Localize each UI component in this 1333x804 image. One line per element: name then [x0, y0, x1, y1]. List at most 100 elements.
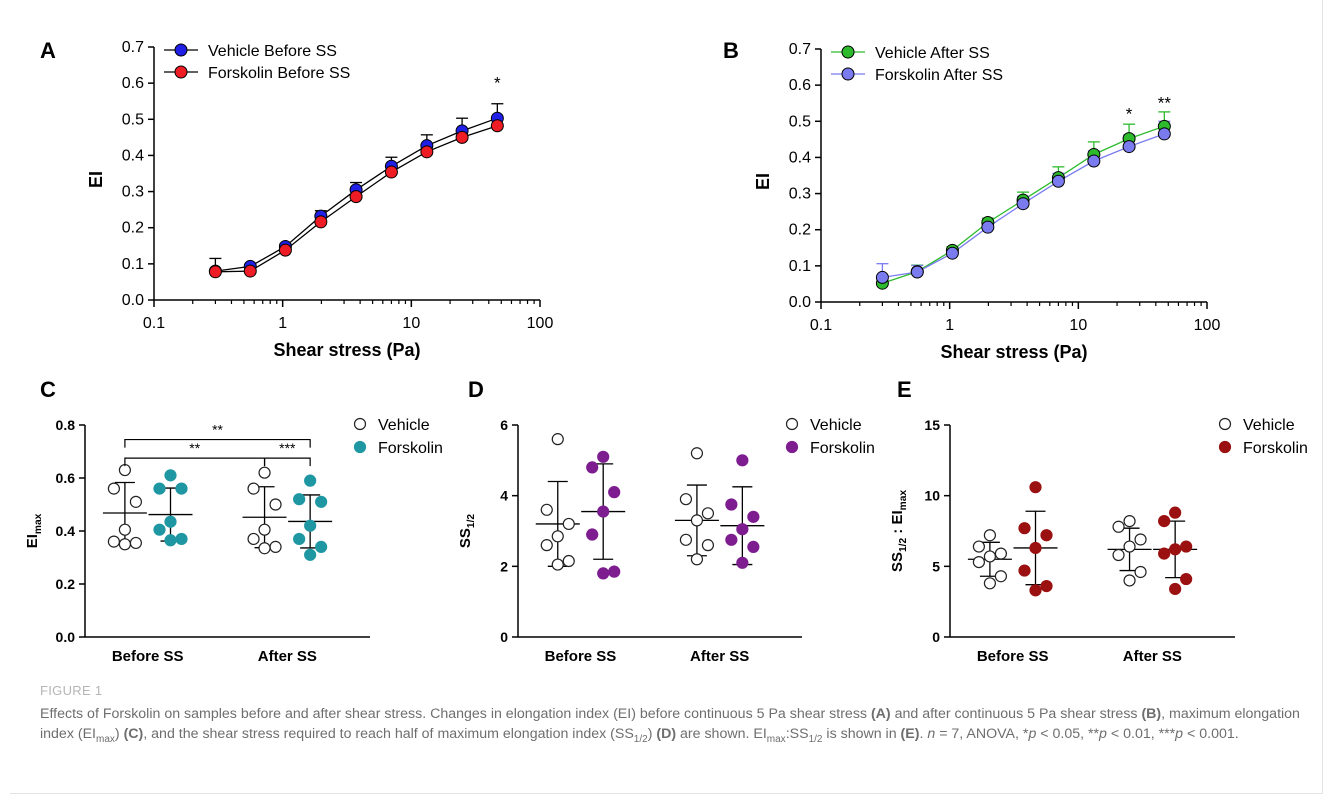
data-point — [1134, 565, 1147, 579]
y-tick-label: 0.2 — [789, 222, 811, 239]
caption-segment: (B) — [1141, 706, 1162, 722]
panel-letter: A — [40, 38, 56, 63]
data-point — [1169, 582, 1182, 596]
caption-segment: = 7, ANOVA, * — [935, 726, 1029, 742]
significance-stars: ** — [189, 440, 200, 456]
data-point — [118, 523, 132, 536]
legend-label: Vehicle Before SS — [208, 43, 337, 60]
data-point — [314, 215, 328, 229]
data-point — [551, 433, 564, 446]
data-point — [304, 519, 317, 532]
data-point — [107, 535, 121, 548]
data-point — [258, 523, 271, 536]
y-tick-label: 0.0 — [122, 292, 144, 309]
legend-marker — [174, 43, 188, 57]
legend-label: Vehicle — [810, 417, 862, 434]
caption-segment: and after continuous 5 Pa shear stress — [890, 706, 1142, 722]
data-point — [278, 243, 292, 257]
data-point — [118, 463, 132, 477]
significance-bracket — [124, 457, 266, 467]
caption-segment: (D) — [656, 726, 677, 742]
data-point — [1123, 540, 1136, 553]
data-point — [349, 190, 363, 204]
data-point — [420, 145, 434, 159]
y-tick-label: 0.4 — [789, 149, 811, 166]
data-point — [1180, 540, 1193, 553]
legend-marker — [1218, 440, 1232, 454]
legend-label: Forskolin — [378, 440, 443, 457]
data-point — [1018, 564, 1031, 577]
caption-segment: p — [1175, 726, 1184, 742]
caption-segment: < 0.05, ** — [1036, 726, 1100, 742]
data-point — [994, 570, 1008, 583]
data-point — [540, 539, 553, 552]
chart-panel-c: C 0.0 0.2 0.4 0.6 0.8 Before SS After SS EImax Ve… — [24, 377, 443, 665]
data-point — [118, 538, 132, 551]
chart-panel-a: A 0.0 0.1 0.2 0.3 0.4 0.5 0.6 0.7 0.1 1 10 100 Shear … — [40, 38, 553, 360]
data-point — [1158, 547, 1171, 560]
chart-panel-e: E 0 5 10 15 Before SS After SS SS1/2 : EImax Veh… — [889, 377, 1308, 665]
chart-panel-d: D 0 2 4 6 Before SS After SS SS1/2 Vehicle Forsko… — [457, 377, 875, 665]
y-axis-label: SS1/2 — [457, 514, 477, 549]
caption-segment: ) — [647, 726, 657, 742]
data-point — [293, 532, 306, 546]
caption-segment: Effects of Forskolin on samples before a… — [40, 706, 871, 722]
caption-segment: (E) — [900, 726, 920, 742]
data-point — [725, 498, 738, 511]
data-point — [304, 474, 317, 487]
x-tick-label: 100 — [527, 315, 554, 332]
caption-segment: (A) — [870, 706, 891, 722]
data-point — [304, 548, 317, 561]
data-point — [269, 498, 282, 511]
data-point — [747, 510, 760, 523]
y-tick-label: 0.4 — [122, 147, 144, 164]
data-point — [1134, 533, 1147, 546]
x-category-label: After SS — [258, 648, 317, 665]
y-tick-label: 0.6 — [122, 75, 144, 92]
data-point — [701, 539, 715, 552]
figure-label: FIGURE 1 — [40, 683, 103, 698]
data-point — [562, 554, 575, 568]
data-point — [258, 542, 271, 555]
data-point — [153, 523, 166, 536]
significance-stars: *** — [279, 440, 296, 456]
y-tick-label: 0.6 — [56, 470, 76, 486]
x-category-label: After SS — [690, 648, 749, 665]
data-point — [164, 515, 177, 528]
data-point — [1123, 574, 1136, 587]
legend-label: Vehicle — [1243, 417, 1295, 434]
data-point — [129, 536, 142, 550]
data-point — [129, 495, 142, 508]
legend-label: Forskolin Before SS — [208, 65, 350, 82]
data-point — [247, 482, 260, 495]
data-point — [972, 540, 986, 553]
x-axis-label: Shear stress (Pa) — [940, 342, 1087, 362]
y-tick-label: 0.2 — [56, 576, 76, 592]
y-tick-label: 0.7 — [122, 39, 144, 56]
data-point — [1018, 522, 1031, 535]
data-point — [608, 486, 621, 499]
data-point — [690, 514, 704, 527]
data-point — [597, 567, 610, 580]
y-tick-label: 0.0 — [56, 629, 76, 645]
significance-bracket — [263, 457, 311, 467]
figure-frame — [10, 0, 1323, 794]
caption-segment: < 0.001. — [1183, 726, 1239, 742]
y-axis-label: SS1/2 : EImax — [889, 490, 909, 572]
caption-segment: max — [766, 733, 786, 745]
y-tick-label: 0.2 — [122, 220, 144, 237]
x-tick-label: 0.1 — [810, 317, 832, 334]
y-tick-label: 2 — [500, 558, 508, 574]
data-point — [747, 540, 760, 554]
x-tick-label: 10 — [1069, 317, 1087, 334]
y-tick-label: 0.8 — [56, 417, 76, 433]
significance-star: ** — [1158, 94, 1172, 113]
significance-bracket — [124, 438, 311, 448]
x-tick-label: 0.1 — [143, 315, 165, 332]
data-point — [164, 469, 177, 482]
data-point — [540, 503, 553, 516]
caption-segment: . — [919, 726, 928, 742]
legend-label: Vehicle — [378, 417, 430, 434]
data-point — [490, 119, 504, 133]
data-point — [1040, 529, 1053, 542]
